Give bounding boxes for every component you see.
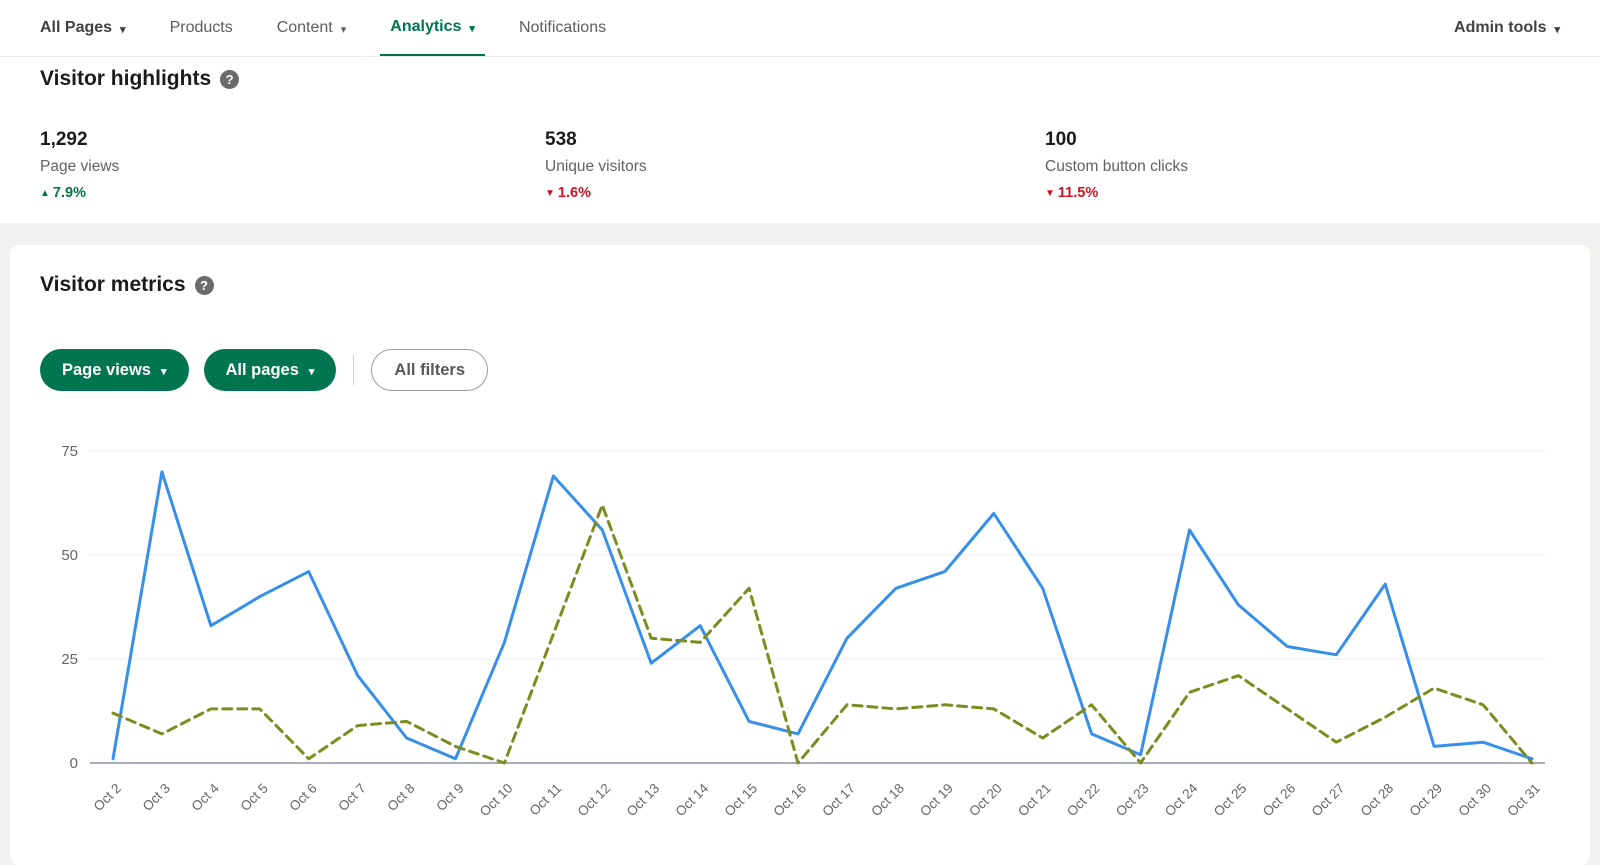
stat-value: 1,292 (40, 129, 88, 150)
visitor-metrics-chart: 0 25 50 75 Oct 2 Oct 3 Oct 4 Oct 5 Oct 6 Oct 7 Oct… (61, 443, 1545, 820)
nav-item-label: Content (276, 19, 333, 36)
x-axis-label: Oct 8 (384, 781, 417, 814)
filter-all-pages-button[interactable]: All pages ▾ (203, 349, 337, 391)
x-axis-label: Oct 22 (1064, 781, 1103, 820)
x-axis-label: Oct 26 (1260, 781, 1299, 820)
visitor-highlights-title: Visitor highlights ? (40, 67, 1560, 91)
x-axis-label: Oct 28 (1358, 781, 1397, 820)
stat-delta: ▼ 1.6% (545, 185, 1045, 201)
chart-line-solid (111, 470, 1534, 761)
visitor-highlights-section: Visitor highlights ? 1,292 Page views ▲ 7.9… (0, 57, 1600, 223)
stat-page-views: 1,292 Page views ▲ 7.9% (40, 129, 545, 201)
trend-down-icon: ▼ (1045, 187, 1055, 199)
x-axis-label: Oct 5 (237, 781, 270, 814)
stat-value: 100 (1045, 129, 1077, 150)
x-axis-label: Oct 7 (335, 781, 368, 814)
visitor-metrics-card: Visitor metrics ? Page views ▾ All pages ▾ A… (10, 245, 1590, 865)
caret-down-icon: ▾ (160, 365, 167, 378)
stat-delta-value: 7.9% (52, 185, 86, 201)
stat-delta-value: 11.5% (1057, 185, 1099, 201)
x-axis-label: Oct 27 (1309, 781, 1348, 820)
nav-item-label: All Pages (40, 19, 113, 36)
x-axis-label: Oct 29 (1407, 781, 1446, 820)
nav-item-notifications[interactable]: Notifications (509, 0, 616, 56)
x-axis-label: Oct 17 (819, 781, 858, 820)
stat-delta-value: 1.6% (557, 185, 591, 201)
x-axis-label: Oct 4 (189, 780, 223, 814)
nav-item-content[interactable]: Content ▾ (267, 0, 357, 56)
filter-divider (353, 355, 355, 385)
stat-custom-button-clicks: 100 Custom button clicks ▼ 11.5% (1045, 129, 1188, 201)
x-axis-label: Oct 2 (91, 781, 124, 814)
visitor-highlights-title-text: Visitor highlights (40, 67, 212, 90)
x-axis-label: Oct 6 (286, 781, 319, 814)
nav-item-label: Notifications (518, 19, 607, 36)
caret-down-icon: ▾ (340, 23, 347, 36)
caret-down-icon: ▾ (469, 22, 475, 35)
stat-label: Custom button clicks (1045, 158, 1188, 175)
x-axis-label: Oct 12 (575, 781, 614, 820)
x-axis-label: Oct 15 (721, 781, 760, 820)
nav-item-label: Admin tools (1454, 19, 1547, 36)
stat-label: Unique visitors (545, 158, 647, 175)
y-axis-label: 75 (61, 443, 78, 460)
stat-label: Page views (40, 158, 120, 175)
nav-left-group: All Pages ▾ Products Content ▾ Analytics ▾ Noti… (30, 0, 640, 56)
filter-page-views-button[interactable]: Page views ▾ (40, 349, 189, 391)
stat-delta: ▼ 11.5% (1045, 185, 1188, 201)
nav-item-analytics[interactable]: Analytics ▾ (380, 0, 485, 56)
x-axis-label: Oct 23 (1113, 781, 1152, 820)
nav-item-all-pages[interactable]: All Pages ▾ (30, 0, 136, 56)
help-icon[interactable]: ? (194, 275, 214, 295)
x-axis-label: Oct 11 (526, 781, 564, 819)
highlight-stats-row: 1,292 Page views ▲ 7.9% 538 Unique visitors ▼ 1… (40, 129, 1560, 201)
stat-value: 538 (545, 129, 577, 150)
x-axis-label: Oct 13 (624, 781, 663, 820)
x-axis-label: Oct 25 (1211, 781, 1250, 820)
trend-up-icon: ▲ (40, 187, 50, 199)
chart-filter-row: Page views ▾ All pages ▾ All filters (40, 349, 1560, 391)
x-axis-label: Oct 10 (477, 781, 516, 820)
nav-item-products[interactable]: Products (160, 0, 243, 56)
y-axis-label: 0 (70, 755, 78, 772)
x-axis-label: Oct 31 (1504, 781, 1543, 820)
trend-down-icon: ▼ (545, 187, 555, 199)
visitor-metrics-title: Visitor metrics ? (40, 273, 1560, 297)
help-icon[interactable]: ? (220, 69, 240, 89)
x-axis-label: Oct 24 (1162, 780, 1201, 819)
filter-all-filters-button[interactable]: All filters (371, 349, 489, 391)
caret-down-icon: ▾ (1554, 23, 1560, 36)
filter-label: All pages (225, 360, 299, 379)
x-axis-label: Oct 30 (1455, 781, 1494, 820)
nav-item-label: Products (169, 19, 233, 36)
chart-line-dashed (111, 503, 1534, 765)
filter-label: Page views (62, 360, 151, 379)
x-axis-label: Oct 20 (966, 781, 1005, 820)
x-axis-label: Oct 16 (770, 781, 809, 820)
nav-item-label: Analytics (390, 18, 462, 35)
stat-delta: ▲ 7.9% (40, 185, 545, 201)
top-nav: All Pages ▾ Products Content ▾ Analytics ▾ Noti… (0, 0, 1600, 57)
x-axis-label: Oct 3 (140, 781, 173, 814)
stat-unique-visitors: 538 Unique visitors ▼ 1.6% (545, 129, 1045, 201)
x-axis-label: Oct 19 (917, 781, 956, 820)
visitor-metrics-title-text: Visitor metrics (40, 273, 186, 296)
x-axis-label: Oct 14 (673, 780, 712, 819)
x-axis-label: Oct 9 (433, 781, 466, 814)
x-axis-label: Oct 21 (1015, 781, 1054, 820)
y-axis-label: 25 (61, 651, 78, 668)
nav-item-admin-tools[interactable]: Admin tools ▾ (1444, 0, 1570, 56)
x-axis-label: Oct 18 (868, 781, 907, 820)
filter-label: All filters (394, 360, 466, 379)
caret-down-icon: ▾ (120, 23, 126, 36)
y-axis-label: 50 (61, 547, 78, 564)
caret-down-icon: ▾ (308, 365, 315, 378)
